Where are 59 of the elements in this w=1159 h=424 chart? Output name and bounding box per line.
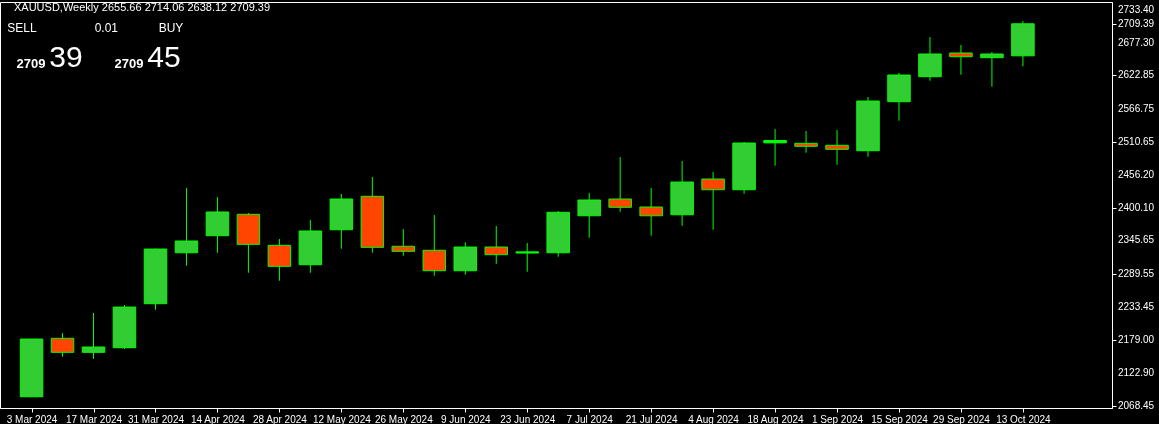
x-tick-label: 15 Sep 2024 [871,413,929,424]
x-tick-label: 29 Sep 2024 [933,413,991,424]
x-tick-label: 21 Jul 2024 [625,413,678,424]
candlestick [608,156,632,213]
y-tick-label: 2566.75 [1118,102,1155,114]
y-tick-label: 2233.45 [1118,301,1155,313]
x-tick-label: 4 Aug 2024 [688,413,740,424]
x-tick-label: 18 Aug 2024 [747,413,805,424]
y-tick-label: 2122.90 [1118,367,1155,379]
x-tick-label: 28 Apr 2024 [252,413,308,424]
y-tick-label: 2677.30 [1118,36,1155,48]
y-tick-label: 2179.00 [1118,333,1155,345]
x-tick-label: 17 Mar 2024 [65,413,123,424]
candlestick [205,196,230,254]
x-tick-label: 26 May 2024 [374,413,434,424]
candlestick [763,128,787,167]
y-tick-label: 2733.40 [1118,3,1155,15]
x-tick-label: 31 Mar 2024 [127,413,185,424]
chart-title: XAUUSD,Weekly 2655.66 2714.06 2638.12 2709.39 [14,1,271,13]
y-tick-label: 2345.65 [1118,234,1155,246]
annotation: BUY [158,21,184,35]
candlestick [174,187,199,267]
annotation: 0.01 [94,21,119,35]
x-tick-label: 14 Apr 2024 [190,413,246,424]
candlestick [825,129,849,166]
y-tick-label: 2510.65 [1118,136,1155,148]
y-tick-label: 2068.45 [1118,399,1155,411]
candlestick [50,332,75,358]
y-tick-label: 2289.55 [1118,267,1155,279]
candlestick [918,36,942,82]
candlestick [484,225,509,265]
candlestick [794,130,818,154]
x-tick-label: 7 Jul 2024 [566,413,614,424]
candlestick [422,214,447,277]
annotation: 45 [147,40,181,73]
annotation: 2709 [114,56,144,71]
candlestick [701,171,725,231]
candlestick [453,241,478,276]
candlestick [639,187,663,237]
candlestick [577,192,601,239]
x-tick-label: 3 Mar 2024 [6,413,58,424]
y-tick-label: 2400.10 [1118,202,1155,214]
candlestick [267,238,292,282]
candlestick [391,228,416,257]
x-tick-label: 13 Oct 2024 [996,413,1052,424]
y-tick-label: 2456.20 [1118,168,1155,180]
x-tick-label: 23 Jun 2024 [500,413,556,424]
candlestick [980,51,1004,88]
annotation: 39 [49,40,83,73]
annotation: 2709 [16,56,46,71]
candlestick [81,312,106,360]
y-tick-label: 2622.85 [1118,69,1155,81]
x-tick-label: 1 Sep 2024 [811,413,864,424]
candlestick [949,44,973,76]
annotation: SELL [7,21,37,35]
x-tick-label: 9 Jun 2024 [441,413,491,424]
x-tick-label: 12 May 2024 [312,413,372,424]
y-tick-label: 2709.39 [1118,17,1155,29]
candlestick [515,242,539,273]
